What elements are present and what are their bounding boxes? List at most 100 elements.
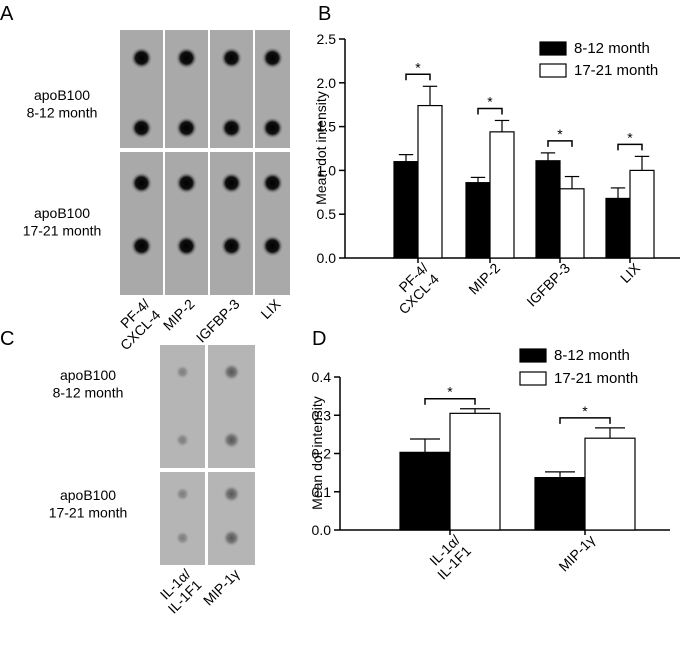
blot-column-label: IL-1α/IL-1F1 bbox=[154, 566, 205, 617]
blot-row-label: apoB100 17-21 month bbox=[49, 487, 128, 521]
significance-bracket bbox=[477, 107, 503, 115]
blot-dot bbox=[175, 47, 198, 69]
blot-row-label-line: 17-21 month bbox=[23, 223, 102, 239]
blot-dot bbox=[261, 235, 284, 257]
x-tick-label-line: LIX bbox=[617, 259, 644, 286]
blot-dot bbox=[175, 364, 190, 380]
blot-dot bbox=[220, 172, 243, 194]
blot-dot bbox=[222, 485, 241, 503]
significance-label: * bbox=[627, 129, 633, 145]
significance-bracket bbox=[547, 140, 573, 147]
y-tick-label: 0.5 bbox=[317, 206, 337, 222]
panel-letter: A bbox=[0, 3, 14, 25]
bar bbox=[584, 437, 636, 531]
y-tick-label: 1.0 bbox=[317, 162, 337, 178]
bar bbox=[393, 161, 419, 259]
blot-column-label: MIP-2 bbox=[160, 296, 198, 334]
blot-dot bbox=[175, 235, 198, 257]
blot-row-label-line: apoB100 bbox=[34, 87, 90, 103]
blot-column-label: PF-4/CXCL-4 bbox=[106, 296, 164, 354]
y-tick-label: 0.2 bbox=[312, 446, 332, 462]
bar bbox=[535, 160, 561, 259]
y-tick-label: 1.5 bbox=[317, 119, 337, 135]
blot-dot bbox=[175, 117, 198, 139]
legend-swatch bbox=[539, 63, 567, 78]
blot-column-label-line: IGFBP-3 bbox=[193, 296, 243, 346]
significance-bracket bbox=[559, 417, 611, 424]
blot-column-label: MIP-1γ bbox=[200, 566, 243, 609]
blot-dot bbox=[261, 47, 284, 69]
y-tick-label: 0.0 bbox=[312, 522, 332, 538]
blot-dot bbox=[130, 117, 153, 139]
blot-dot bbox=[220, 117, 243, 139]
blot-dot bbox=[222, 363, 241, 381]
bar bbox=[605, 197, 631, 259]
y-axis-label: Mean dot intensity bbox=[309, 396, 325, 510]
blot-row-label-line: apoB100 bbox=[34, 205, 90, 221]
y-tick-label: 2.0 bbox=[317, 75, 337, 91]
x-tick-label: LIX bbox=[617, 259, 644, 286]
blot-row-label-line: apoB100 bbox=[60, 487, 116, 503]
bar bbox=[449, 412, 501, 531]
blot-dot bbox=[130, 47, 153, 69]
significance-label: * bbox=[557, 126, 563, 142]
blot-column-label-line: MIP-1γ bbox=[200, 566, 243, 609]
x-tick-label-line: IGFBP-3 bbox=[523, 260, 573, 310]
significance-label: * bbox=[447, 384, 453, 400]
legend-label: 8-12 month bbox=[574, 40, 650, 57]
legend-swatch bbox=[519, 348, 547, 363]
blot-dot bbox=[175, 486, 190, 502]
blot-dot bbox=[175, 432, 190, 448]
x-tick-label-line: MIP-2 bbox=[465, 260, 503, 298]
blot-row-label: apoB100 8-12 month bbox=[53, 367, 124, 401]
x-tick-label: IGFBP-3 bbox=[523, 260, 573, 310]
blot-dot bbox=[175, 530, 190, 546]
significance-label: * bbox=[415, 59, 421, 75]
significance-bracket bbox=[405, 73, 431, 81]
blot-membrane bbox=[160, 472, 205, 565]
x-tick-label-line: MIP-1γ bbox=[555, 532, 598, 575]
x-tick-label: MIP-1γ bbox=[555, 532, 598, 575]
significance-label: * bbox=[582, 403, 588, 419]
y-tick-label: 0.1 bbox=[312, 484, 332, 500]
blot-dot bbox=[220, 235, 243, 257]
blot-column-label: IGFBP-3 bbox=[193, 296, 243, 346]
blot-dot bbox=[220, 47, 243, 69]
bar bbox=[559, 188, 585, 259]
panel-letter: D bbox=[312, 328, 326, 350]
significance-bracket bbox=[424, 397, 476, 405]
significance-label: * bbox=[487, 93, 493, 109]
blot-row-label-line: 8-12 month bbox=[53, 385, 124, 401]
y-tick-label: 0.3 bbox=[312, 407, 332, 423]
blot-dot bbox=[130, 172, 153, 194]
bar bbox=[399, 451, 451, 531]
legend-swatch bbox=[519, 371, 547, 386]
blot-column-label-line: MIP-2 bbox=[160, 296, 198, 334]
bar bbox=[534, 476, 586, 531]
blot-row-label-line: apoB100 bbox=[60, 367, 116, 383]
legend-label: 17-21 month bbox=[554, 370, 638, 387]
bar bbox=[489, 131, 515, 259]
blot-column-label-line: LIX bbox=[257, 295, 284, 322]
blot-row-label: apoB100 17-21 month bbox=[23, 205, 102, 239]
blot-dot bbox=[130, 235, 153, 257]
blot-dot bbox=[261, 172, 284, 194]
y-tick-label: 0.4 bbox=[312, 369, 332, 385]
panel-letter: C bbox=[0, 328, 14, 350]
blot-dot bbox=[222, 529, 241, 547]
legend-label: 17-21 month bbox=[574, 62, 658, 79]
legend-label: 8-12 month bbox=[554, 347, 630, 364]
x-tick-label: PF-4/CXCL-4 bbox=[385, 260, 443, 318]
y-tick-label: 2.5 bbox=[317, 31, 337, 47]
blot-column-label: LIX bbox=[257, 295, 284, 322]
significance-bracket bbox=[617, 143, 643, 151]
blot-row-label-line: 17-21 month bbox=[49, 505, 128, 521]
blot-dot bbox=[175, 172, 198, 194]
x-tick-label: MIP-2 bbox=[465, 260, 503, 298]
blot-dot bbox=[222, 431, 241, 449]
blot-dot bbox=[261, 117, 284, 139]
blot-row-label-line: 8-12 month bbox=[27, 105, 98, 121]
panel-letter: B bbox=[318, 3, 331, 25]
blot-row-label: apoB100 8-12 month bbox=[27, 87, 98, 121]
